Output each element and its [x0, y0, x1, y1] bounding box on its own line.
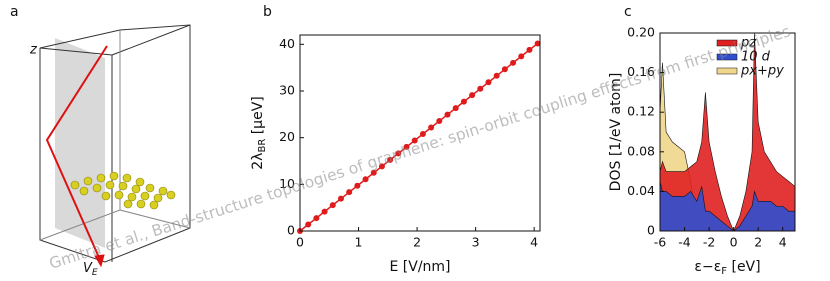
x-tick-label: 2 — [754, 235, 762, 250]
data-point — [518, 53, 525, 60]
x-tick-label: 4 — [530, 235, 538, 250]
data-point — [469, 92, 476, 99]
data-point — [493, 72, 500, 79]
x-tick-label: -2 — [703, 235, 715, 250]
data-point — [444, 111, 451, 118]
data-point — [337, 195, 344, 202]
data-point — [321, 208, 328, 215]
x-tick-label: -4 — [678, 235, 691, 250]
axis-label: ε−εF [eV] — [694, 259, 760, 277]
data-point — [378, 163, 385, 170]
axis-label: E [V/nm] — [389, 259, 450, 275]
data-point — [370, 169, 377, 176]
y-tick-label: 30 — [279, 83, 295, 98]
x-tick-label: 0 — [730, 235, 738, 250]
data-point — [526, 46, 533, 53]
legend-label: px+py — [740, 64, 784, 79]
field-label-main: V — [83, 261, 93, 276]
x-tick-label: -6 — [654, 235, 667, 250]
data-point — [346, 189, 353, 196]
legend-label: pz — [740, 36, 757, 51]
x-tick-label: 1 — [355, 235, 363, 250]
axis-label: z — [29, 43, 38, 58]
y-tick-label: 0.12 — [627, 104, 655, 119]
y-tick-label: 0.04 — [627, 183, 655, 198]
data-point — [428, 124, 435, 131]
data-point — [534, 40, 541, 47]
y-tick-label: 0.16 — [627, 64, 655, 79]
series-area — [660, 181, 795, 231]
data-point — [354, 182, 361, 189]
data-point — [395, 150, 402, 157]
data-point — [452, 105, 459, 112]
data-point — [313, 215, 320, 222]
label-main: ε−ε — [694, 259, 721, 275]
data-point — [485, 79, 492, 86]
data-point — [387, 156, 394, 163]
legend-swatch — [716, 67, 738, 75]
y-tick-label: 0 — [287, 223, 295, 238]
x-tick-label: 0 — [296, 235, 304, 250]
axis-label: DOS [1/eV atom] — [608, 73, 624, 192]
y-tick-label: 20 — [279, 129, 295, 144]
plot-frame — [299, 34, 541, 232]
axis-label: 2λBR [μeV] — [250, 96, 268, 170]
series-area — [660, 33, 795, 231]
data-point — [329, 202, 336, 209]
panel-label: a — [10, 4, 19, 20]
data-point — [305, 221, 312, 228]
label-rest: [eV] — [727, 259, 761, 275]
data-point — [362, 176, 369, 183]
data-point — [411, 137, 418, 144]
label-sub: F — [721, 266, 727, 277]
plot-frame — [659, 32, 796, 232]
x-tick-label: 2 — [413, 235, 421, 250]
x-tick-label: 4 — [779, 235, 787, 250]
panel-label: c — [624, 4, 632, 20]
panel-label: b — [263, 4, 272, 20]
label-rest: [μeV] — [250, 96, 266, 138]
data-point — [460, 98, 467, 105]
data-point — [436, 118, 443, 125]
legend-swatch — [716, 39, 738, 47]
data-point — [419, 130, 426, 137]
field-label: VE — [83, 261, 98, 278]
data-point — [477, 85, 484, 92]
x-tick-label: 3 — [472, 235, 480, 250]
legend-swatch — [716, 53, 738, 61]
data-point — [510, 59, 517, 66]
device-sketch — [39, 24, 191, 268]
field-label-sub: E — [92, 268, 98, 278]
y-tick-label: 0.20 — [627, 25, 655, 40]
y-tick-label: 0.08 — [627, 143, 655, 158]
y-tick-label: 0 — [647, 223, 655, 238]
legend-label: 10 d — [741, 50, 771, 65]
label-main: 2λ — [250, 153, 266, 170]
data-point — [403, 143, 410, 150]
label-sub: BR — [257, 139, 268, 153]
y-tick-label: 10 — [279, 176, 295, 191]
data-point — [501, 66, 508, 73]
y-tick-label: 40 — [279, 36, 295, 51]
series-line — [299, 42, 539, 232]
graphene-sheet — [70, 171, 176, 210]
